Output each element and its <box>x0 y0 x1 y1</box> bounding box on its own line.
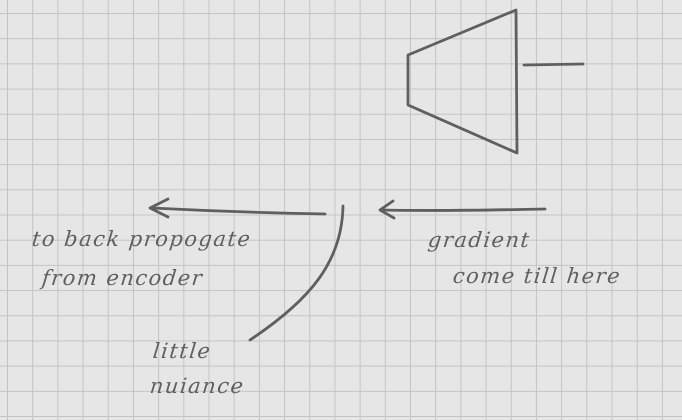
backprop-arrow <box>150 206 327 216</box>
left-note-line1: to back propogate <box>30 227 253 251</box>
curved-separator-line <box>248 204 345 342</box>
bottom-note-line1: little <box>151 339 213 363</box>
right-note-line2: come till here <box>451 264 623 288</box>
bottom-note-line2: nuiance <box>148 374 246 398</box>
right-note-line1: gradient <box>426 228 532 252</box>
left-note-line2: from encoder <box>40 266 205 290</box>
backprop-arrow-head <box>148 197 170 219</box>
gradient-arrow <box>380 207 547 212</box>
gradient-arrow-head <box>378 199 396 220</box>
encoder-output-line <box>522 62 585 67</box>
encoder-trapezoid <box>406 8 519 155</box>
